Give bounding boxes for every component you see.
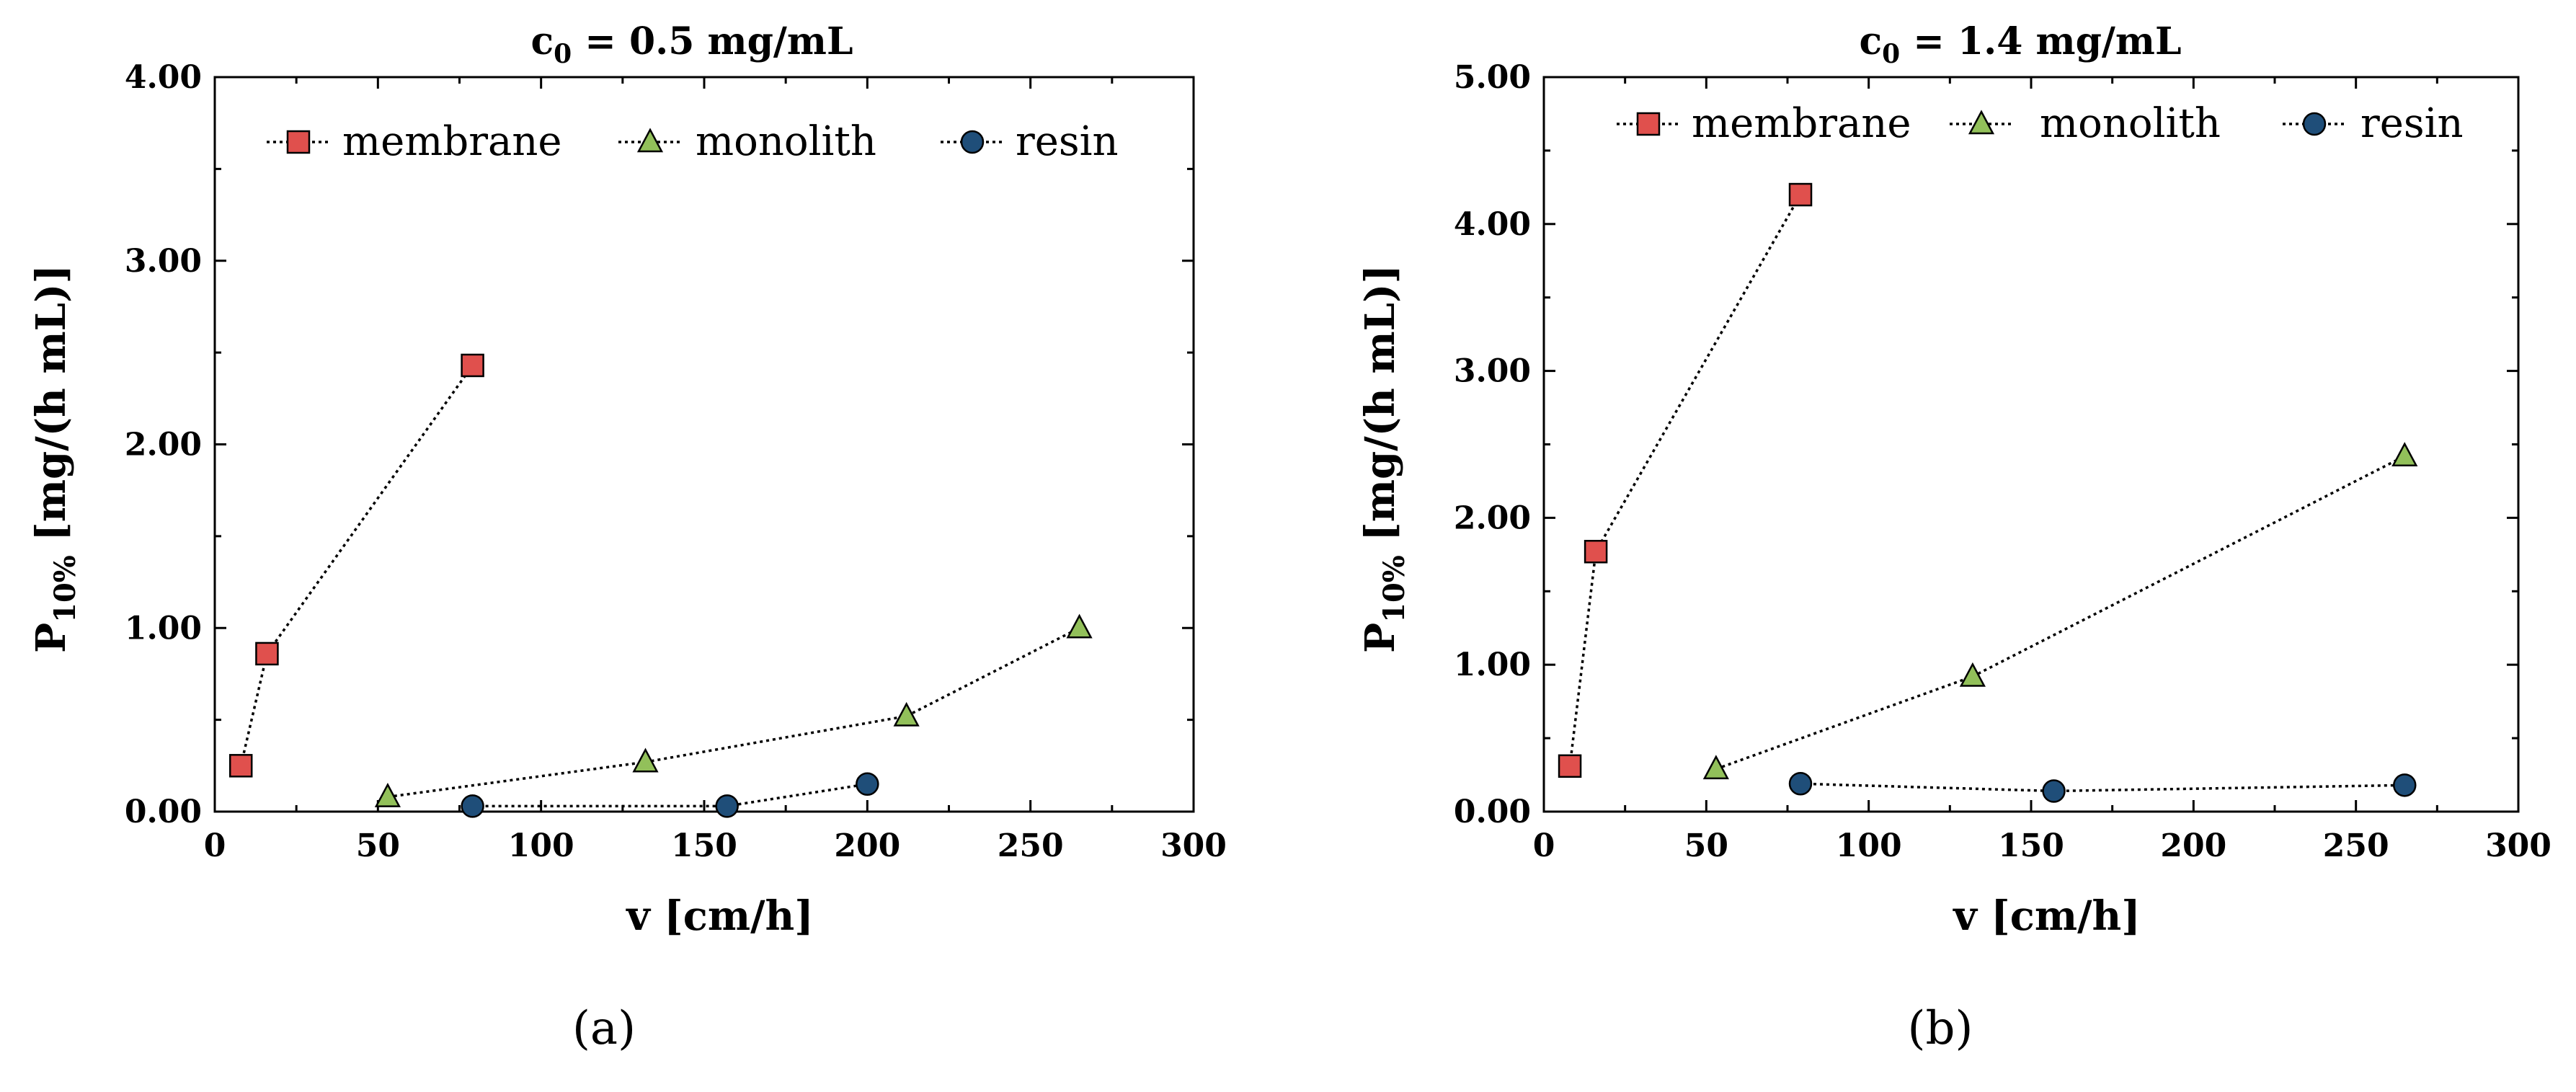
y-tick-label: 1.00 [125,610,202,647]
series-line-membrane [1568,194,1802,767]
data-point-membrane [1558,754,1582,778]
y-axis-title: P10% [mg/(h mL)] [1356,265,1411,653]
data-point-resin [856,772,879,796]
legend-label-resin: resin [2360,100,2464,147]
y-tick-label: 4.00 [1454,206,1531,243]
series-line-membrane [239,364,474,766]
x-tick-label: 50 [1684,827,1728,864]
x-tick-label: 150 [1998,827,2064,864]
legend-marker-monolith [1968,110,1995,135]
y-axis-title: P10% [mg/(h mL)] [27,265,82,653]
y-tick-label: 4.00 [125,59,202,96]
data-point-monolith [1959,662,1986,687]
plot-frame [213,76,1195,813]
x-tick-label: 200 [2160,827,2226,864]
legend-marker-membrane [1636,112,1661,136]
chart-panel-a: 0 50 100 150 200 250 300 0.00 1.00 2.00 3.00 4.00 c0… [27,19,1227,1055]
series-line-resin [472,783,868,808]
legend-label-membrane: membrane [1692,100,1911,147]
data-point-monolith [893,701,920,727]
data-point-resin [461,794,484,818]
data-point-resin [2042,779,2066,803]
y-tick-label: 3.00 [125,243,202,280]
x-axis-title: v [cm/h] [1952,892,2141,940]
x-tick-label: 0 [1533,827,1555,864]
legend-marker-resin [960,130,985,154]
x-tick-label: 300 [2485,827,2551,864]
data-point-membrane [461,353,484,378]
series-line-monolith [1715,455,2406,771]
x-tick-label: 300 [1160,827,1227,864]
x-tick-label: 250 [2323,827,2389,864]
legend-marker-monolith [636,128,664,153]
data-point-membrane [228,754,253,778]
data-point-resin [715,794,739,818]
panel-caption: (b) [1908,1002,1973,1055]
legend-label-monolith: monolith [696,118,876,165]
plot-frame [1542,76,2520,813]
y-tick-label: 0.00 [1454,794,1531,830]
data-point-resin [2393,773,2417,797]
series-line-resin [1800,782,2405,793]
legend-marker-resin [2302,112,2327,136]
x-tick-label: 150 [671,827,737,864]
x-tick-label: 50 [356,827,400,864]
data-point-membrane [1584,540,1608,564]
data-point-monolith [1066,613,1093,639]
chart-panel-b: 0 50 100 150 200 250 300 0.00 1.00 2.00 3.00 4.00 5.… [1356,19,2551,1055]
y-tick-label: 5.00 [1454,59,1531,96]
panel-caption: (a) [572,1002,636,1055]
x-tick-label: 100 [508,827,574,864]
x-tick-label: 100 [1836,827,1902,864]
x-tick-label: 250 [998,827,1064,864]
series-line-monolith [387,626,1080,799]
data-point-membrane [1788,182,1813,207]
data-point-monolith [1702,755,1729,780]
x-tick-label: 0 [204,827,226,864]
data-point-monolith [374,782,401,807]
x-axis-title: v [cm/h] [625,892,814,940]
chart-title: c0 = 1.4 mg/mL [1859,19,2181,69]
data-point-membrane [255,642,279,666]
legend-marker-membrane [286,130,311,154]
y-tick-label: 0.00 [125,794,202,830]
x-tick-label: 200 [834,827,900,864]
y-tick-label: 1.00 [1454,647,1531,683]
data-point-monolith [632,747,659,773]
legend-label-monolith: monolith [2040,100,2221,147]
chart-title: c0 = 0.5 mg/mL [530,19,853,69]
data-point-resin [1788,772,1813,796]
legend-label-resin: resin [1016,118,1119,165]
data-point-monolith [2391,442,2418,467]
legend-label-membrane: membrane [342,118,562,165]
y-tick-label: 2.00 [125,427,202,463]
y-tick-label: 3.00 [1454,353,1531,390]
y-tick-label: 2.00 [1454,500,1531,536]
